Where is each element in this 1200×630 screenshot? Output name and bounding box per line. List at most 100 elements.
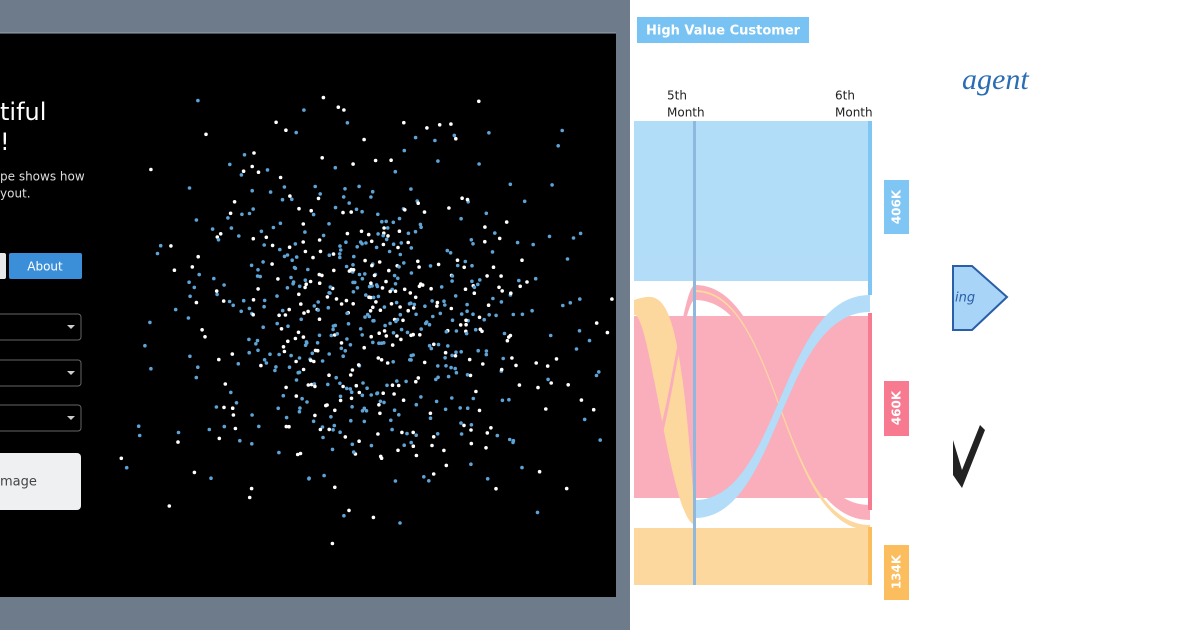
dot (229, 390, 233, 395)
dot (297, 292, 301, 297)
dot (356, 363, 361, 367)
dot (359, 229, 364, 234)
dot (301, 240, 306, 244)
dot (276, 277, 280, 281)
dot (338, 381, 342, 386)
dot (491, 296, 495, 301)
dot (522, 199, 527, 204)
dot (594, 373, 599, 378)
dot (215, 292, 219, 297)
dot (300, 396, 304, 401)
dot (194, 300, 199, 305)
dot (442, 299, 446, 304)
dot (469, 462, 473, 467)
dropdown[interactable] (0, 404, 82, 432)
dot (392, 392, 396, 396)
dot (432, 342, 436, 347)
dot (344, 298, 349, 303)
previous-button[interactable] (0, 253, 6, 279)
dot (280, 197, 285, 202)
sankey-node (693, 121, 696, 585)
dot (371, 319, 375, 323)
dot (247, 337, 251, 342)
image-button-label[interactable]: mage (0, 475, 37, 490)
dot (167, 504, 172, 508)
dot (375, 391, 379, 396)
dot (377, 403, 381, 407)
dropdown[interactable] (0, 313, 82, 341)
dot (489, 426, 493, 430)
dot (497, 236, 502, 241)
dot (545, 364, 550, 368)
dot (341, 195, 346, 199)
dot (321, 95, 326, 100)
dot (597, 370, 601, 374)
about-button[interactable] (9, 253, 82, 279)
dot (203, 335, 207, 339)
dropdown[interactable] (0, 359, 82, 387)
dot (276, 406, 281, 411)
dot (413, 229, 418, 234)
dot (430, 443, 434, 448)
dot (345, 337, 349, 341)
dot (358, 240, 363, 244)
dot (192, 470, 197, 475)
dot (483, 239, 487, 244)
dot (241, 298, 246, 303)
dot (387, 268, 391, 273)
dot (469, 441, 474, 446)
dot (334, 375, 339, 380)
dot (402, 443, 407, 448)
dot (363, 315, 367, 319)
dot (333, 205, 338, 210)
dot (348, 387, 353, 391)
dot (320, 156, 325, 160)
dot (316, 196, 321, 201)
dot (429, 286, 433, 291)
dot (434, 399, 439, 404)
dot (229, 226, 234, 230)
about-button-label[interactable]: About (27, 260, 63, 274)
dot (352, 254, 356, 259)
dot (411, 444, 416, 449)
dot (425, 126, 429, 130)
dot (465, 197, 470, 202)
dropdowns (0, 313, 82, 432)
dot (508, 182, 513, 187)
dot (401, 318, 405, 323)
dot (384, 279, 388, 284)
dot (398, 305, 402, 309)
dot (369, 393, 374, 397)
dot (380, 219, 384, 224)
dot (591, 407, 596, 412)
dot (484, 446, 488, 450)
dot (290, 197, 294, 202)
dot (462, 265, 467, 270)
dot (459, 216, 463, 221)
dot (442, 448, 446, 453)
dot (411, 430, 416, 435)
dot (172, 268, 177, 273)
dot (119, 456, 124, 461)
dot (501, 356, 506, 361)
dot (327, 427, 332, 432)
dot (251, 312, 255, 317)
dot (482, 317, 487, 322)
dot (227, 299, 232, 304)
dot (494, 313, 498, 318)
dot (385, 383, 389, 388)
dot (520, 258, 524, 263)
dot (312, 304, 317, 308)
dot (256, 170, 261, 174)
dot (305, 400, 309, 404)
image-button[interactable] (0, 453, 81, 510)
dot (316, 308, 321, 312)
dot (299, 317, 304, 322)
dot (471, 242, 475, 246)
dot (390, 427, 394, 432)
dot (499, 300, 504, 304)
dot (515, 240, 520, 245)
dot (338, 244, 342, 248)
dot (339, 346, 344, 351)
dot (187, 280, 191, 285)
